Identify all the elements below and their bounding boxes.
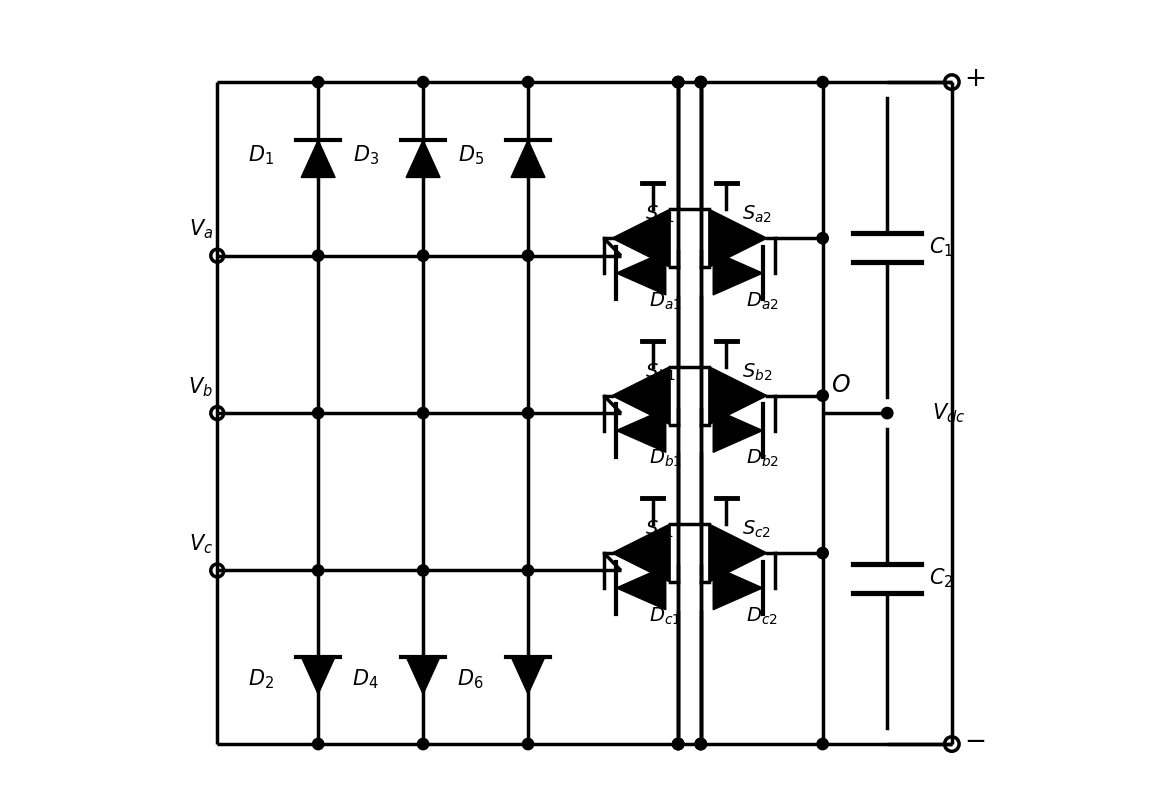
Polygon shape [612, 367, 670, 424]
Polygon shape [709, 524, 767, 582]
Circle shape [881, 407, 893, 419]
Circle shape [312, 76, 324, 87]
Text: $S_{b2}$: $S_{b2}$ [742, 361, 772, 383]
Text: $D_{a2}$: $D_{a2}$ [747, 291, 779, 312]
Polygon shape [406, 657, 440, 694]
Circle shape [695, 739, 706, 750]
Text: $C_2$: $C_2$ [929, 567, 953, 590]
Polygon shape [713, 409, 763, 452]
Polygon shape [301, 140, 336, 177]
Circle shape [695, 739, 706, 750]
Circle shape [522, 76, 534, 87]
Polygon shape [612, 209, 670, 267]
Circle shape [312, 407, 324, 419]
Circle shape [672, 76, 684, 87]
Text: $S_{a1}$: $S_{a1}$ [646, 204, 676, 225]
Circle shape [418, 76, 428, 87]
Text: $D_{b2}$: $D_{b2}$ [747, 448, 779, 469]
Circle shape [418, 407, 428, 419]
Text: $D_5$: $D_5$ [457, 143, 484, 167]
Text: $V_{dc}$: $V_{dc}$ [931, 401, 965, 425]
Polygon shape [511, 140, 545, 177]
Circle shape [817, 739, 828, 750]
Text: $D_2$: $D_2$ [247, 667, 274, 691]
Polygon shape [616, 409, 665, 452]
Text: $V_a$: $V_a$ [189, 218, 214, 241]
Polygon shape [406, 140, 440, 177]
Text: $S_{c2}$: $S_{c2}$ [742, 519, 771, 540]
Text: $D_4$: $D_4$ [352, 667, 378, 691]
Circle shape [817, 390, 828, 401]
Text: $D_{c2}$: $D_{c2}$ [747, 605, 778, 627]
Text: $D_{a1}$: $D_{a1}$ [649, 291, 682, 312]
Circle shape [522, 250, 534, 262]
Circle shape [672, 739, 684, 750]
Text: $D_3$: $D_3$ [353, 143, 378, 167]
Text: $D_{b1}$: $D_{b1}$ [649, 448, 683, 469]
Circle shape [418, 565, 428, 576]
Text: $S_{a2}$: $S_{a2}$ [742, 204, 772, 225]
Text: $D_{c1}$: $D_{c1}$ [649, 605, 682, 627]
Polygon shape [709, 367, 767, 424]
Circle shape [522, 739, 534, 750]
Circle shape [672, 76, 684, 87]
Circle shape [817, 548, 828, 559]
Circle shape [672, 739, 684, 750]
Polygon shape [511, 657, 545, 694]
Circle shape [695, 76, 706, 87]
Text: $-$: $-$ [964, 727, 986, 752]
Circle shape [817, 76, 828, 87]
Circle shape [695, 739, 706, 750]
Circle shape [672, 739, 684, 750]
Circle shape [695, 76, 706, 87]
Polygon shape [713, 566, 763, 610]
Text: $S_{c1}$: $S_{c1}$ [646, 519, 675, 540]
Circle shape [672, 76, 684, 87]
Text: $D_6$: $D_6$ [457, 667, 484, 691]
Circle shape [522, 407, 534, 419]
Polygon shape [713, 251, 763, 295]
Text: $V_c$: $V_c$ [189, 532, 214, 556]
Circle shape [522, 565, 534, 576]
Polygon shape [616, 251, 665, 295]
Text: $O$: $O$ [831, 374, 850, 397]
Circle shape [312, 250, 324, 262]
Circle shape [418, 250, 428, 262]
Text: $V_b$: $V_b$ [188, 375, 214, 399]
Polygon shape [612, 524, 670, 582]
Circle shape [312, 739, 324, 750]
Text: $C_1$: $C_1$ [929, 236, 953, 259]
Polygon shape [709, 209, 767, 267]
Text: $+$: $+$ [964, 66, 986, 91]
Text: $S_{b1}$: $S_{b1}$ [646, 361, 676, 383]
Text: $D_1$: $D_1$ [247, 143, 274, 167]
Circle shape [418, 739, 428, 750]
Circle shape [817, 232, 828, 244]
Circle shape [312, 565, 324, 576]
Polygon shape [616, 566, 665, 610]
Circle shape [695, 76, 706, 87]
Polygon shape [301, 657, 336, 694]
